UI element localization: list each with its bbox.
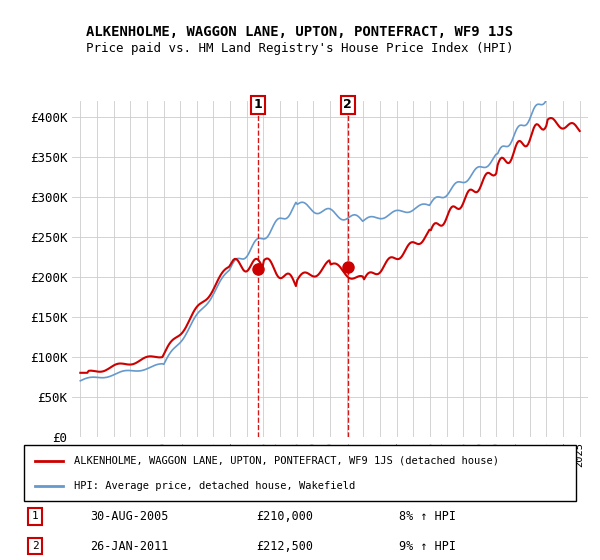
Text: £210,000: £210,000 xyxy=(256,510,313,523)
Text: ALKENHOLME, WAGGON LANE, UPTON, PONTEFRACT, WF9 1JS: ALKENHOLME, WAGGON LANE, UPTON, PONTEFRA… xyxy=(86,25,514,39)
Text: 26-JAN-2011: 26-JAN-2011 xyxy=(90,539,169,553)
Text: 2: 2 xyxy=(343,99,352,111)
Text: 2: 2 xyxy=(32,541,38,551)
Text: 1: 1 xyxy=(32,511,38,521)
Text: 8% ↑ HPI: 8% ↑ HPI xyxy=(400,510,457,523)
Text: Price paid vs. HM Land Registry's House Price Index (HPI): Price paid vs. HM Land Registry's House … xyxy=(86,42,514,55)
FancyBboxPatch shape xyxy=(24,445,576,501)
Text: HPI: Average price, detached house, Wakefield: HPI: Average price, detached house, Wake… xyxy=(74,480,355,491)
Text: ALKENHOLME, WAGGON LANE, UPTON, PONTEFRACT, WF9 1JS (detached house): ALKENHOLME, WAGGON LANE, UPTON, PONTEFRA… xyxy=(74,456,499,466)
Text: 30-AUG-2005: 30-AUG-2005 xyxy=(90,510,169,523)
Text: 1: 1 xyxy=(254,99,262,111)
Text: £212,500: £212,500 xyxy=(256,539,313,553)
Text: 9% ↑ HPI: 9% ↑ HPI xyxy=(400,539,457,553)
